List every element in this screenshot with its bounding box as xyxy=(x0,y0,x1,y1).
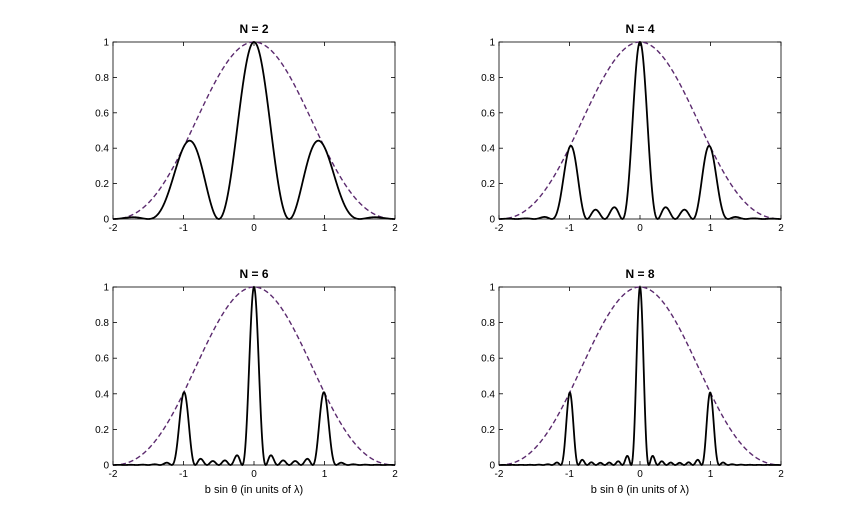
subplot-title: N = 4 xyxy=(625,22,654,36)
axes-frame xyxy=(112,41,396,220)
x-tick-label: 2 xyxy=(392,223,398,234)
x-tick-label: 2 xyxy=(392,469,398,480)
axes-frame xyxy=(498,286,782,466)
x-tick-label: 1 xyxy=(322,223,328,234)
y-tick-label: 0.6 xyxy=(481,354,495,365)
y-tick-label: 0 xyxy=(489,461,495,472)
subplot-n2: -2 -1 0 1 2 0 0.2 0.4 0.6 0.8 1 N = 2 xyxy=(95,22,398,234)
x-tick-label: -2 xyxy=(495,223,504,234)
subplot-title: N = 8 xyxy=(625,267,654,281)
y-tick-label: 0.2 xyxy=(481,425,495,436)
x-tick-label: -1 xyxy=(565,469,574,480)
y-tick-label: 0.4 xyxy=(95,144,109,155)
y-tick-label: 0.4 xyxy=(481,389,495,400)
x-tick-label: 2 xyxy=(778,469,784,480)
intensity-curve xyxy=(113,285,395,466)
x-tick-label: -1 xyxy=(179,223,188,234)
y-tick-label: 0.8 xyxy=(481,318,495,329)
x-tick-label: -1 xyxy=(565,223,574,234)
y-tick-label: 1 xyxy=(103,283,109,294)
x-tick-label: 2 xyxy=(778,223,784,234)
y-tick-label: 0.8 xyxy=(481,73,495,84)
envelope-curve xyxy=(113,286,395,466)
subplot-title: N = 2 xyxy=(239,22,268,36)
x-axis-label: b sin θ (in units of λ) xyxy=(205,484,303,496)
y-tick-label: 0 xyxy=(103,215,109,226)
envelope-curve xyxy=(113,41,395,220)
subplot-title: N = 6 xyxy=(239,267,268,281)
y-tick-label: 0.6 xyxy=(95,354,109,365)
y-tick-label: 0.2 xyxy=(481,179,495,190)
y-tick-label: 0.8 xyxy=(95,318,109,329)
intensity-curve xyxy=(499,41,781,220)
x-tick-label: 1 xyxy=(708,469,714,480)
axes-frame xyxy=(112,286,396,466)
x-axis-label: b sin θ (in units of λ) xyxy=(591,484,689,496)
intensity-curve xyxy=(499,285,781,466)
x-tick-label: -1 xyxy=(179,469,188,480)
envelope-curve xyxy=(499,41,781,220)
y-tick-label: 0.6 xyxy=(95,108,109,119)
subplot-n8: -2 -1 0 1 2 0 0.2 0.4 0.6 0.8 1 N = 8 b sin θ (in un… xyxy=(481,267,784,496)
y-tick-label: 1 xyxy=(489,38,495,49)
y-tick-label: 0 xyxy=(103,461,109,472)
y-tick-label: 0 xyxy=(489,215,495,226)
subplot-n6: -2 -1 0 1 2 0 0.2 0.4 0.6 0.8 1 N = 6 b sin θ (in un… xyxy=(95,267,398,496)
x-tick-label: -2 xyxy=(109,469,118,480)
y-tick-label: 0.4 xyxy=(481,144,495,155)
y-tick-label: 0.8 xyxy=(95,73,109,84)
y-tick-label: 0.6 xyxy=(481,108,495,119)
x-tick-label: 0 xyxy=(251,469,257,480)
y-tick-label: 1 xyxy=(489,283,495,294)
x-tick-label: 1 xyxy=(322,469,328,480)
axes-frame xyxy=(498,41,782,220)
y-tick-label: 0.4 xyxy=(95,389,109,400)
y-tick-label: 1 xyxy=(103,38,109,49)
x-tick-label: -2 xyxy=(109,223,118,234)
x-tick-label: -2 xyxy=(495,469,504,480)
x-tick-label: 1 xyxy=(708,223,714,234)
y-tick-label: 0.2 xyxy=(95,425,109,436)
x-tick-label: 0 xyxy=(251,223,257,234)
envelope-curve xyxy=(499,286,781,466)
x-tick-label: 0 xyxy=(637,469,643,480)
subplot-n4: -2 -1 0 1 2 0 0.2 0.4 0.6 0.8 1 N = 4 xyxy=(481,22,784,234)
y-tick-label: 0.2 xyxy=(95,179,109,190)
x-tick-label: 0 xyxy=(637,223,643,234)
intensity-curve xyxy=(113,41,395,220)
